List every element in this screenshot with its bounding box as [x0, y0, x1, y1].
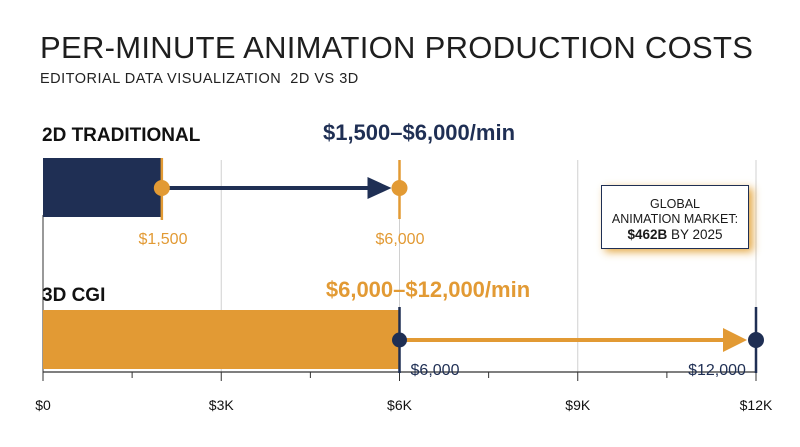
market-callout: GLOBAL ANIMATION MARKET: $462B BY 2025	[601, 185, 749, 249]
series-1: 3D CGI $6,000–$12,000/min $6,000 $12,000	[42, 277, 764, 379]
high-value-label-1: $12,000	[688, 362, 746, 379]
callout-suffix: BY 2025	[667, 227, 723, 242]
chart-title: PER-MINUTE ANIMATION PRODUCTION COSTS	[40, 30, 754, 65]
range-label-0: $1,500–$6,000/min	[323, 120, 515, 145]
high-dot-0	[391, 180, 408, 196]
low-value-label-1: $6,000	[411, 362, 460, 379]
chart-subtitle: EDITORIAL DATA VISUALIZATION 2D VS 3D	[40, 71, 359, 87]
tick-label-1: $3K	[209, 397, 235, 413]
range-arrowhead-1	[723, 328, 747, 352]
callout-value: $462B	[627, 227, 668, 242]
series-label-1: 3D CGI	[42, 285, 105, 306]
low-dot-1	[392, 332, 407, 348]
high-value-label-0: $6,000	[376, 231, 425, 248]
callout-value-line: $462B BY 2025	[602, 227, 748, 243]
callout-line-1: GLOBAL	[649, 197, 701, 211]
series-0: 2D TRADITIONAL $1,500–$6,000/min $1,500 $6,…	[42, 120, 515, 248]
tick-label-3: $9K	[565, 397, 591, 413]
low-value-label-0: $1,500	[139, 231, 188, 248]
tick-label-4: $12K	[740, 397, 773, 413]
range-label-1: $6,000–$12,000/min	[326, 277, 530, 302]
series-label-0: 2D TRADITIONAL	[42, 125, 201, 146]
low-dot-0	[153, 180, 170, 196]
tick-label-0: $0	[35, 397, 51, 413]
tick-label-2: $6K	[387, 397, 413, 413]
high-dot-1	[748, 332, 764, 348]
callout-line-2: ANIMATION MARKET:	[611, 212, 739, 226]
range-arrowhead-0	[367, 177, 392, 199]
bar-0	[43, 158, 162, 217]
bar-1	[43, 310, 400, 369]
